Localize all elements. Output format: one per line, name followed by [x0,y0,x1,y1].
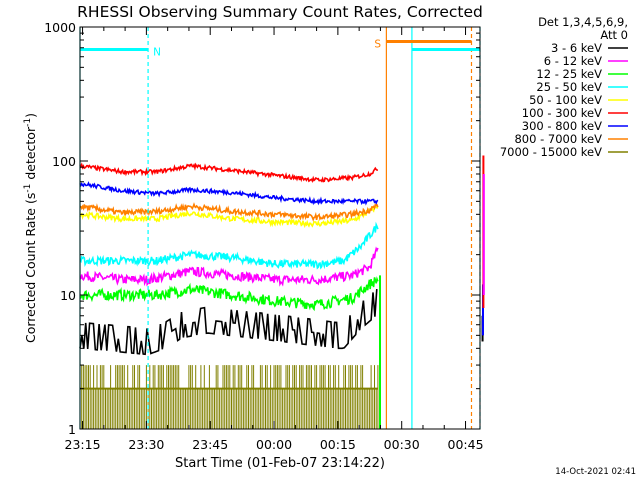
x-tick-label: 23:30 [128,437,164,452]
series-3-6-kev [79,289,378,356]
legend-label: 800 - 7000 keV [514,132,602,146]
chart-title: RHESSI Observing Summary Count Rates, Co… [77,3,483,21]
y-tick-label: 1 [68,422,76,437]
legend-label: 50 - 100 keV [529,93,602,107]
x-tick-label: 00:30 [384,437,420,452]
series-6-12-kev-line [79,246,379,287]
series-12-25-kev [79,276,379,312]
legend-header-line-2: Att 0 [600,28,628,42]
x-tick-label: 00:00 [256,437,292,452]
series-100-300-kev-line [79,162,378,184]
series-50-100-kev [79,205,379,229]
series-6-12-kev [79,246,379,287]
series-25-50-kev [79,221,379,270]
series-50-100-kev-line [79,205,379,229]
series-layer [79,162,379,429]
x-tick-label: 00:15 [320,437,356,452]
plot-frame [79,26,481,430]
annotation-layer: NS [79,27,485,429]
series-800-7000-kev [79,202,379,222]
legend-label: 7000 - 15000 keV [500,145,602,159]
series-3-6-kev-line [79,289,378,356]
x-axis-label: Start Time (01-Feb-07 23:14:22) [175,456,385,471]
series-7000-15000-kev [79,365,379,429]
y-tick-label: 100 [52,154,76,169]
x-tick-label: 23:45 [192,437,228,452]
legend-label: 100 - 300 keV [522,106,602,120]
axes-layer: 1 10 100 1000 23:15 23:30 23:45 00:00 00:15 00:30… [44,20,483,452]
legend-label: 3 - 6 keV [551,41,602,55]
y-axis-label: Corrected Count Rate (s-1 detector-1) [23,113,38,343]
legend-label: 300 - 800 keV [522,119,602,133]
series-25-50-kev-line [79,221,379,270]
x-tick-label: 00:45 [448,437,484,452]
series-100-300-kev [79,162,378,184]
series-300-800-kev-line [79,181,379,206]
x-tick-label: 23:15 [65,437,101,452]
legend-header-line-1: Det 1,3,4,5,6,9, [538,15,628,29]
footer-timestamp: 14-Oct-2021 02:41 [555,467,636,477]
legend-label: 12 - 25 keV [536,67,602,81]
y-tick-label: 10 [60,288,76,303]
series-300-800-kev [79,181,379,206]
y-tick-label: 1000 [44,20,76,35]
legend-label: 6 - 12 keV [544,54,602,68]
legend-label: 25 - 50 keV [536,80,602,94]
series-12-25-kev-line [79,276,379,312]
flag-label: S [374,38,381,50]
flag-label: N [153,46,161,58]
series-800-7000-kev-line [79,202,379,222]
